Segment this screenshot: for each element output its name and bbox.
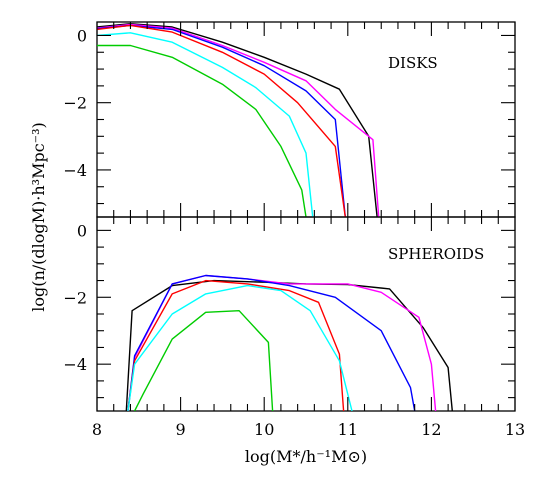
- x-tick-label: 11: [338, 420, 358, 439]
- spheroids-panel: SPHEROIDS: [96, 216, 516, 412]
- x-axis-title: log(M*/h⁻¹M⊙): [245, 447, 367, 466]
- x-tick-label: 9: [176, 420, 186, 439]
- spheroids-series-line-1: [127, 274, 437, 411]
- disks-series-line-2: [97, 24, 346, 217]
- disks-series-line-5: [97, 44, 307, 217]
- disks-series-line-1: [97, 23, 380, 217]
- y-axis-title: log(n/(dlogM)·h³Mpc⁻³): [29, 122, 48, 312]
- x-tick-label: 13: [505, 420, 525, 439]
- spheroids-series-line-4: [127, 284, 353, 411]
- x-tick-label: 8: [92, 420, 102, 439]
- spheroids-series-line-0: [125, 279, 453, 411]
- spheroids-series-line-3: [127, 279, 345, 411]
- spheroids-y-tick-label: 0: [77, 221, 87, 240]
- disks-panel-label: DISKS: [388, 54, 438, 72]
- disks-series-line-4: [97, 32, 314, 217]
- disks-y-tick-label: 0: [77, 26, 87, 45]
- y-tick-labels-group: 0 −2 −4 0 −2 −4: [63, 26, 87, 374]
- spheroids-y-tick-label: −2: [63, 288, 87, 307]
- x-tick-labels-group: 8 9 10 11 12 13: [92, 420, 525, 439]
- disks-y-tick-label: −4: [63, 161, 87, 180]
- spheroids-panel-label: SPHEROIDS: [388, 245, 484, 263]
- x-tick-label: 10: [254, 420, 274, 439]
- disks-y-tick-label: −2: [63, 94, 87, 113]
- spheroids-ticks-group: [96, 217, 516, 411]
- spheroids-series-line-2: [127, 274, 416, 411]
- spheroids-series-line-5: [133, 310, 274, 411]
- disks-series-line-3: [97, 24, 346, 217]
- disks-series-line-0: [97, 23, 378, 217]
- x-tick-label: 12: [421, 420, 441, 439]
- disks-panel-frame: [96, 21, 516, 218]
- disks-ticks-group: [96, 22, 516, 217]
- disks-series-group: [97, 23, 380, 217]
- spheroids-y-tick-label: −4: [63, 355, 87, 374]
- disks-panel: DISKS: [96, 21, 516, 218]
- spheroids-series-group: [125, 274, 453, 411]
